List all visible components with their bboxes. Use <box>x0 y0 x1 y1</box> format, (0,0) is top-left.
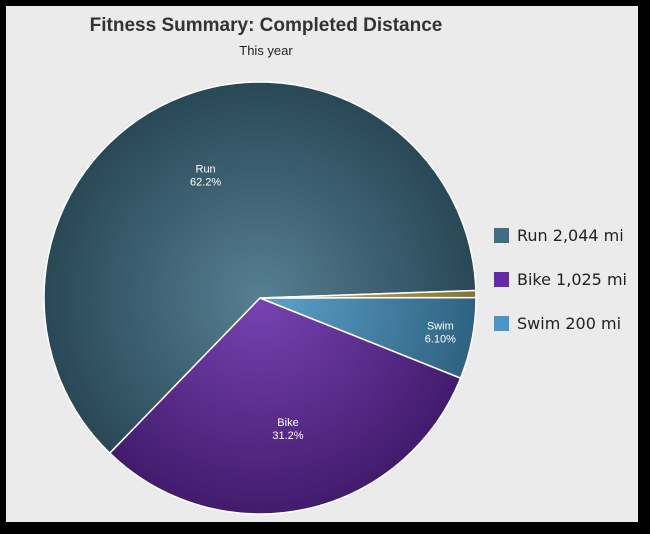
pie-slice-run[interactable] <box>43 81 477 454</box>
slice-label-run: Run 62.2% <box>190 164 221 189</box>
legend-item-bike[interactable]: Bike 1,025 mi <box>494 268 627 290</box>
labels-layer: Run 62.2% Bike 31.2% Swim 6.10% <box>190 164 456 442</box>
slices-layer <box>43 81 477 515</box>
chart-title: Fitness Summary: Completed Distance <box>89 15 443 36</box>
legend: Run 2,044 mi Bike 1,025 mi Swim 200 mi <box>494 224 627 356</box>
legend-label-swim: Swim 200 mi <box>517 313 622 333</box>
legend-swatch-swim <box>494 315 509 331</box>
chart-frame: Fitness Summary: Completed Distance This… <box>6 6 638 522</box>
legend-item-run[interactable]: Run 2,044 mi <box>494 224 627 246</box>
slice-label-bike: Bike 31.2% <box>272 417 303 442</box>
pie-slice-other[interactable] <box>259 289 477 299</box>
pie-chart: Run 62.2% Bike 31.2% Swim 6.10% <box>43 81 477 515</box>
legend-label-bike: Bike 1,025 mi <box>517 269 627 289</box>
chart-subtitle: This year <box>239 43 293 58</box>
pie-slice-bike[interactable] <box>109 297 462 515</box>
legend-label-run: Run 2,044 mi <box>517 225 624 245</box>
legend-item-swim[interactable]: Swim 200 mi <box>494 312 627 334</box>
legend-swatch-run <box>494 227 509 243</box>
legend-swatch-bike <box>494 271 509 287</box>
slice-label-swim: Swim 6.10% <box>425 321 456 346</box>
